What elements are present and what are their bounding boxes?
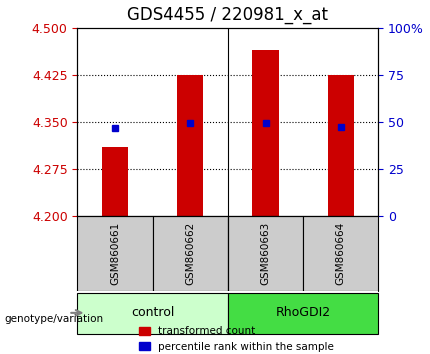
- FancyBboxPatch shape: [303, 216, 378, 291]
- Text: control: control: [131, 306, 174, 319]
- Text: GSM860661: GSM860661: [110, 222, 120, 285]
- FancyBboxPatch shape: [77, 216, 153, 291]
- FancyBboxPatch shape: [228, 216, 303, 291]
- Text: GSM860664: GSM860664: [336, 222, 346, 285]
- Bar: [252, 50, 279, 216]
- Text: GSM860662: GSM860662: [185, 222, 195, 285]
- Text: GSM860663: GSM860663: [261, 222, 270, 285]
- Text: RhoGDI2: RhoGDI2: [276, 306, 331, 319]
- Legend: transformed count, percentile rank within the sample: transformed count, percentile rank withi…: [135, 322, 338, 354]
- FancyBboxPatch shape: [77, 293, 228, 334]
- FancyBboxPatch shape: [228, 293, 378, 334]
- Bar: [102, 147, 128, 216]
- Title: GDS4455 / 220981_x_at: GDS4455 / 220981_x_at: [127, 6, 329, 24]
- Text: genotype/variation: genotype/variation: [4, 314, 104, 324]
- FancyBboxPatch shape: [153, 216, 228, 291]
- Bar: [177, 75, 203, 216]
- Bar: [328, 75, 354, 216]
